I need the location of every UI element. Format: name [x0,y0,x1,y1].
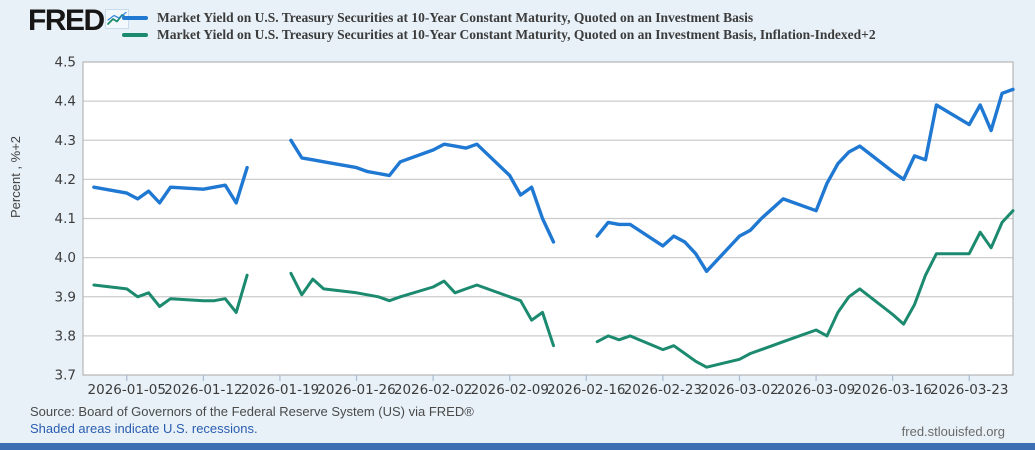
x-tick-label: 2026-02-09 [470,382,548,398]
legend-label: Market Yield on U.S. Treasury Securities… [157,9,754,25]
y-tick-label: 4.5 [55,55,76,71]
series-line-0 [92,87,1015,273]
x-tick-label: 2026-02-16 [547,382,625,398]
source-note: Source: Board of Governors of the Federa… [30,404,474,419]
legend-label: Market Yield on U.S. Treasury Securities… [157,26,876,42]
legend-swatch-blue [122,15,148,20]
legend-item: Market Yield on U.S. Treasury Securities… [122,26,876,43]
x-tick-label: 2026-01-26 [317,382,395,398]
y-tick-label: 3.8 [55,328,76,344]
x-tick-label: 2026-01-05 [88,382,166,398]
fred-logo: FRED [28,4,105,37]
y-tick-label: 3.7 [55,368,76,384]
bottom-accent-bar [0,443,1035,450]
y-tick-label: 4.0 [55,250,76,266]
y-tick-label: 4.4 [55,94,76,110]
plot-frame [82,61,1014,376]
x-tick-label: 2026-02-02 [394,382,472,398]
legend-item: Market Yield on U.S. Treasury Securities… [122,9,876,26]
y-tick-label: 4.2 [55,172,76,188]
x-tick-label: 2026-02-23 [624,382,702,398]
chart-legend: Market Yield on U.S. Treasury Securities… [122,9,876,43]
series-line-1 [92,209,1015,369]
y-tick-label: 4.3 [55,133,76,149]
y-tick-label: 3.9 [55,289,76,305]
x-tick-label: 2026-03-23 [930,382,1008,398]
recessions-link[interactable]: Shaded areas indicate U.S. recessions. [30,421,258,436]
x-tick-label: 2026-03-02 [700,382,778,398]
x-tick-label: 2026-03-16 [853,382,931,398]
fred-watermark-link[interactable]: fred.stlouisfed.org [901,424,1005,439]
x-tick-label: 2026-01-19 [241,382,319,398]
x-tick-label: 2026-01-12 [164,382,242,398]
x-tick-label: 2026-03-09 [777,382,855,398]
y-tick-label: 4.1 [55,211,76,227]
legend-swatch-green [122,32,148,37]
